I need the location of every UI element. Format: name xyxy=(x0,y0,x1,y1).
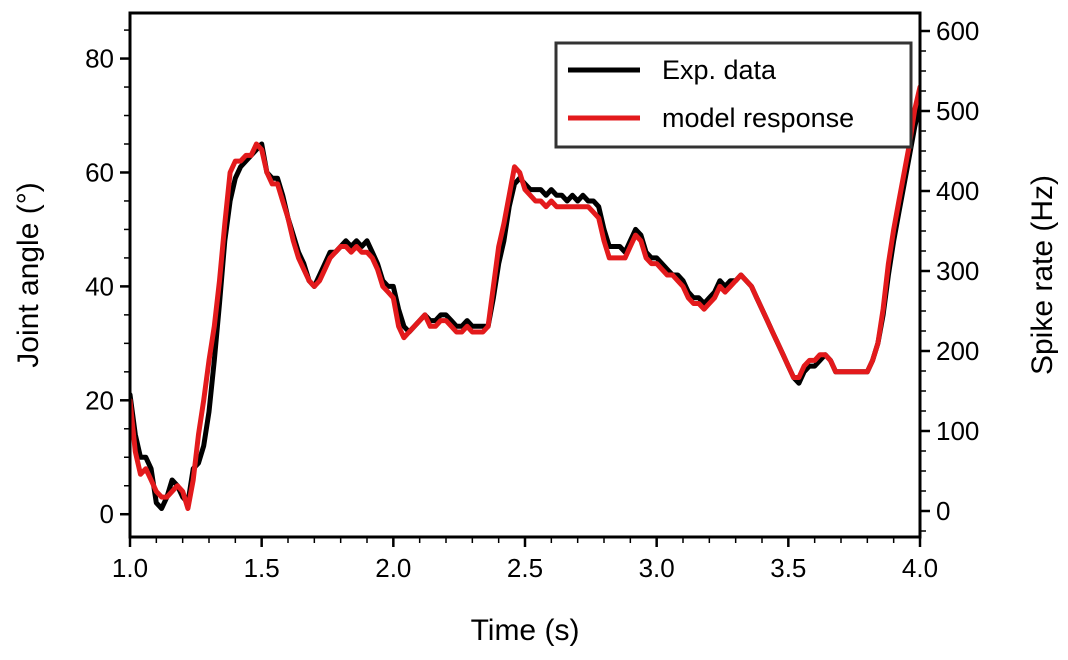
series-layer xyxy=(130,84,920,511)
y-left-tick-label: 40 xyxy=(85,271,114,301)
y-right-tick-label: 100 xyxy=(936,416,979,446)
y-right-tick-label: 500 xyxy=(936,96,979,126)
series-line-1 xyxy=(130,84,920,511)
x-tick-label: 2.0 xyxy=(375,553,411,583)
x-tick-label: 1.5 xyxy=(244,553,280,583)
x-tick-label: 4.0 xyxy=(902,553,938,583)
y-right-tick-label: 300 xyxy=(936,256,979,286)
y-right-tick-label: 200 xyxy=(936,336,979,366)
x-axis-title: Time (s) xyxy=(471,614,580,647)
y-axis-right-title: Spike rate (Hz) xyxy=(1026,175,1059,375)
y-left-tick-label: 60 xyxy=(85,157,114,187)
ticks-layer: 1.0 1.5 2.0 2.5 3.0 3.5 4.0 0 20 40 60 80 0 100 200 300… xyxy=(85,16,979,583)
legend-box xyxy=(554,41,913,149)
y-left-tick-label: 80 xyxy=(85,44,114,74)
x-tick-label: 3.0 xyxy=(639,553,675,583)
y-right-tick-label: 600 xyxy=(936,16,979,46)
y-right-tick-label: 400 xyxy=(936,176,979,206)
y-right-tick-label: 0 xyxy=(936,496,950,526)
y-left-tick-label: 20 xyxy=(85,385,114,415)
x-tick-label: 2.5 xyxy=(507,553,543,583)
series-line-0 xyxy=(130,101,920,511)
y-left-tick-label: 0 xyxy=(100,499,114,529)
y-axis-left-title: Joint angle (°) xyxy=(12,182,45,367)
x-tick-label: 3.5 xyxy=(770,553,806,583)
legend-label-model-response: model response xyxy=(662,103,854,133)
legend: Exp. data model response xyxy=(554,41,913,149)
x-tick-label: 1.0 xyxy=(112,553,148,583)
legend-label-exp-data: Exp. data xyxy=(662,55,777,85)
